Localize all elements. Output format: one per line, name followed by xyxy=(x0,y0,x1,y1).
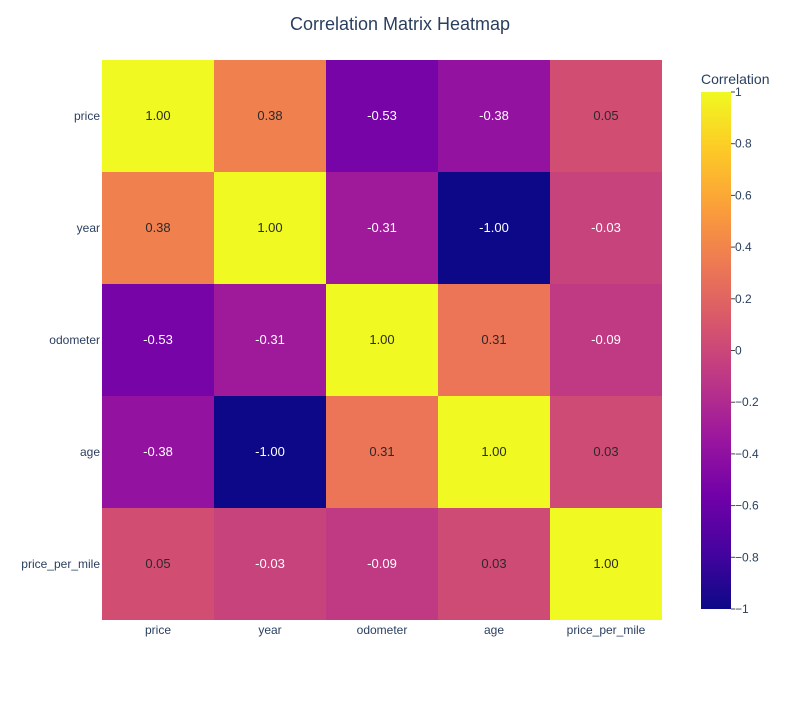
heatmap-cell-label: -0.03 xyxy=(255,556,285,571)
heatmap-cell-price-age xyxy=(438,60,550,172)
heatmap-cell-label: 0.38 xyxy=(145,220,170,235)
colorbar-title: Correlation xyxy=(701,71,769,87)
heatmap-cell-label: 0.31 xyxy=(481,332,506,347)
heatmap-cell-age-age xyxy=(438,396,550,508)
heatmap-cell-price_per_mile-odometer xyxy=(326,508,438,620)
heatmap-cell-price_per_mile-price_per_mile xyxy=(550,508,662,620)
heatmap-cell-label: -0.09 xyxy=(367,556,397,571)
colorbar-tick-label: −0.8 xyxy=(735,550,759,564)
heatmap-cell-odometer-odometer xyxy=(326,284,438,396)
heatmap-cell-label: -0.03 xyxy=(591,220,621,235)
heatmap-cell-age-odometer xyxy=(326,396,438,508)
colorbar-tick-label: −0.2 xyxy=(735,395,759,409)
x-tick-label: price_per_mile xyxy=(567,623,646,637)
heatmap-cell-year-year xyxy=(214,172,326,284)
heatmap-cell-labels: 1.00 0.38 -0.53 -0.38 0.05 0.38 1.00 -0.31 -1.00… xyxy=(143,108,621,571)
y-tick-label: year xyxy=(77,221,100,235)
heatmap-cell-label: 1.00 xyxy=(257,220,282,235)
colorbar-tick-label: −0.4 xyxy=(735,447,759,461)
heatmap-cell-label: -0.38 xyxy=(143,444,173,459)
colorbar-gradient xyxy=(701,92,731,609)
colorbar-tick-label: 0.6 xyxy=(735,188,752,202)
heatmap-cell-label: 0.05 xyxy=(593,108,618,123)
heatmap-cell-label: -0.31 xyxy=(255,332,285,347)
heatmap-cell-label: 0.05 xyxy=(145,556,170,571)
heatmap-cell-label: 1.00 xyxy=(369,332,394,347)
colorbar-tick-label: 0.4 xyxy=(735,240,752,254)
heatmap-cell-age-price_per_mile xyxy=(550,396,662,508)
colorbar-tick-label: −0.6 xyxy=(735,499,759,513)
heatmap-cell-odometer-age xyxy=(438,284,550,396)
heatmap-cell-label: 0.38 xyxy=(257,108,282,123)
heatmap-cell-price-price xyxy=(102,60,214,172)
heatmap-cell-label: 1.00 xyxy=(593,556,618,571)
heatmap-cell-price-price_per_mile xyxy=(550,60,662,172)
chart-title: Correlation Matrix Heatmap xyxy=(290,14,510,34)
heatmap-cell-odometer-year xyxy=(214,284,326,396)
colorbar-tick-label: 0.2 xyxy=(735,292,752,306)
heatmap-cell-price-year xyxy=(214,60,326,172)
heatmap-cell-odometer-price xyxy=(102,284,214,396)
heatmap-cell-price_per_mile-age xyxy=(438,508,550,620)
colorbar-tick-label: 1 xyxy=(735,85,742,99)
heatmap-cell-label: -0.09 xyxy=(591,332,621,347)
heatmap-cell-label: 0.03 xyxy=(593,444,618,459)
heatmap-cell-label: -1.00 xyxy=(255,444,285,459)
y-tick-label: price xyxy=(74,109,100,123)
heatmap-cell-label: 1.00 xyxy=(145,108,170,123)
heatmap-cell-price_per_mile-price xyxy=(102,508,214,620)
heatmap-cell-label: -0.31 xyxy=(367,220,397,235)
heatmap-cell-label: 1.00 xyxy=(481,444,506,459)
heatmap-cell-label: -0.53 xyxy=(143,332,173,347)
colorbar-tick-label: 0 xyxy=(735,344,742,358)
x-tick-label: year xyxy=(258,623,281,637)
heatmap-cell-year-odometer xyxy=(326,172,438,284)
y-axis-ticks: price year odometer age price_per_mile xyxy=(21,109,100,571)
heatmap-cell-odometer-price_per_mile xyxy=(550,284,662,396)
x-tick-label: age xyxy=(484,623,504,637)
heatmap-cell-age-year xyxy=(214,396,326,508)
heatmap-cell-price_per_mile-year xyxy=(214,508,326,620)
y-tick-label: price_per_mile xyxy=(21,557,100,571)
heatmap-cell-year-price_per_mile xyxy=(550,172,662,284)
heatmap-cell-label: -0.38 xyxy=(479,108,509,123)
heatmap-cell-year-age xyxy=(438,172,550,284)
heatmap-cell-age-price xyxy=(102,396,214,508)
heatmap-cell-price-odometer xyxy=(326,60,438,172)
x-axis-ticks: price year odometer age price_per_mile xyxy=(145,623,646,637)
x-tick-label: price xyxy=(145,623,171,637)
heatmap-cell-year-price xyxy=(102,172,214,284)
colorbar-ticks: −1 −0.8 −0.6 −0.4 −0.2 0 0.2 0.4 0.6 0.8 1 xyxy=(731,85,759,616)
colorbar-tick-label: 0.8 xyxy=(735,137,752,151)
heatmap-cell-label: 0.31 xyxy=(369,444,394,459)
colorbar: Correlation −1 −0.8 −0.6 −0.4 −0.2 0 0.2 0.4 0.6… xyxy=(701,71,769,616)
y-tick-label: age xyxy=(80,445,100,459)
heatmap-cell-label: 0.03 xyxy=(481,556,506,571)
x-tick-label: odometer xyxy=(357,623,408,637)
heatmap-cells xyxy=(102,60,662,620)
heatmap-cell-label: -1.00 xyxy=(479,220,509,235)
y-tick-label: odometer xyxy=(49,333,100,347)
heatmap-cell-label: -0.53 xyxy=(367,108,397,123)
colorbar-tick-label: −1 xyxy=(735,602,749,616)
